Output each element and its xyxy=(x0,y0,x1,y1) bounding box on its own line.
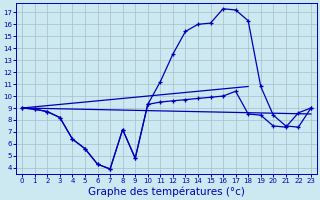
X-axis label: Graphe des températures (°c): Graphe des températures (°c) xyxy=(88,187,245,197)
